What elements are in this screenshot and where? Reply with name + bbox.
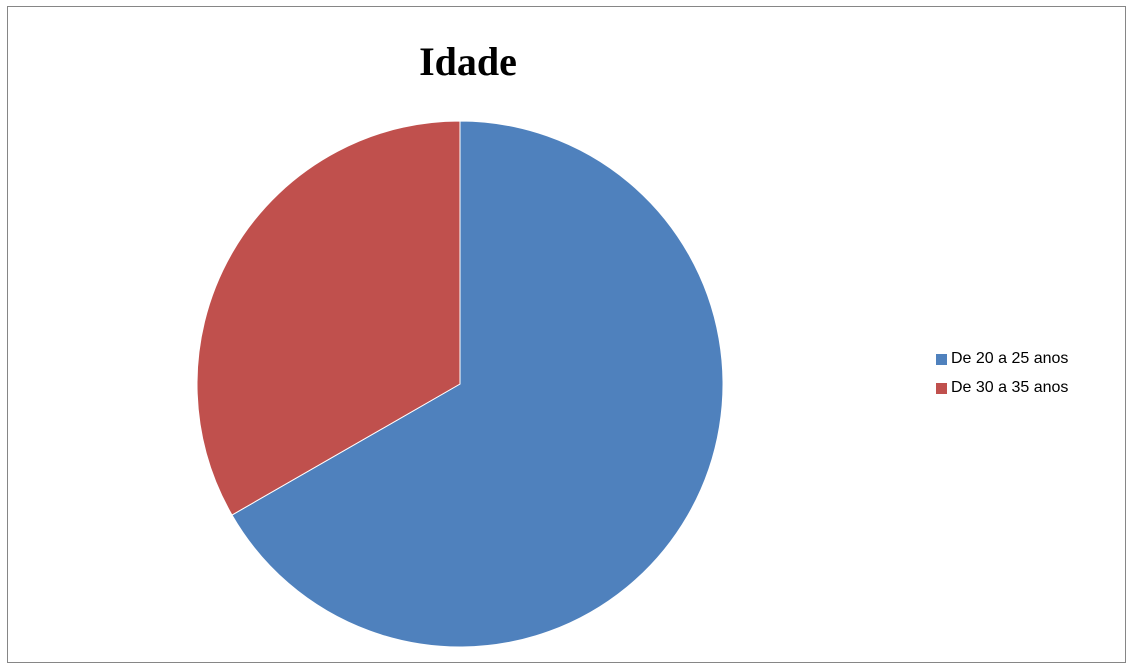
legend-swatch-1 [936,382,947,394]
legend-item-0: De 20 a 25 anos [936,348,1068,370]
pie-plot [196,120,724,648]
legend-item-1: De 30 a 35 anos [936,377,1068,399]
chart-area: Idade De 20 a 25 anos De 30 a 35 anos [7,6,1126,663]
legend-label-0: De 20 a 25 anos [951,350,1069,367]
legend-swatch-0 [936,353,947,365]
pie-slice-0 [231,120,724,648]
legend: De 20 a 25 anos De 30 a 35 anos [936,348,1068,406]
pie-slice-1 [196,120,461,516]
chart-title: Idade [419,39,517,84]
legend-label-1: De 30 a 35 anos [951,379,1069,396]
